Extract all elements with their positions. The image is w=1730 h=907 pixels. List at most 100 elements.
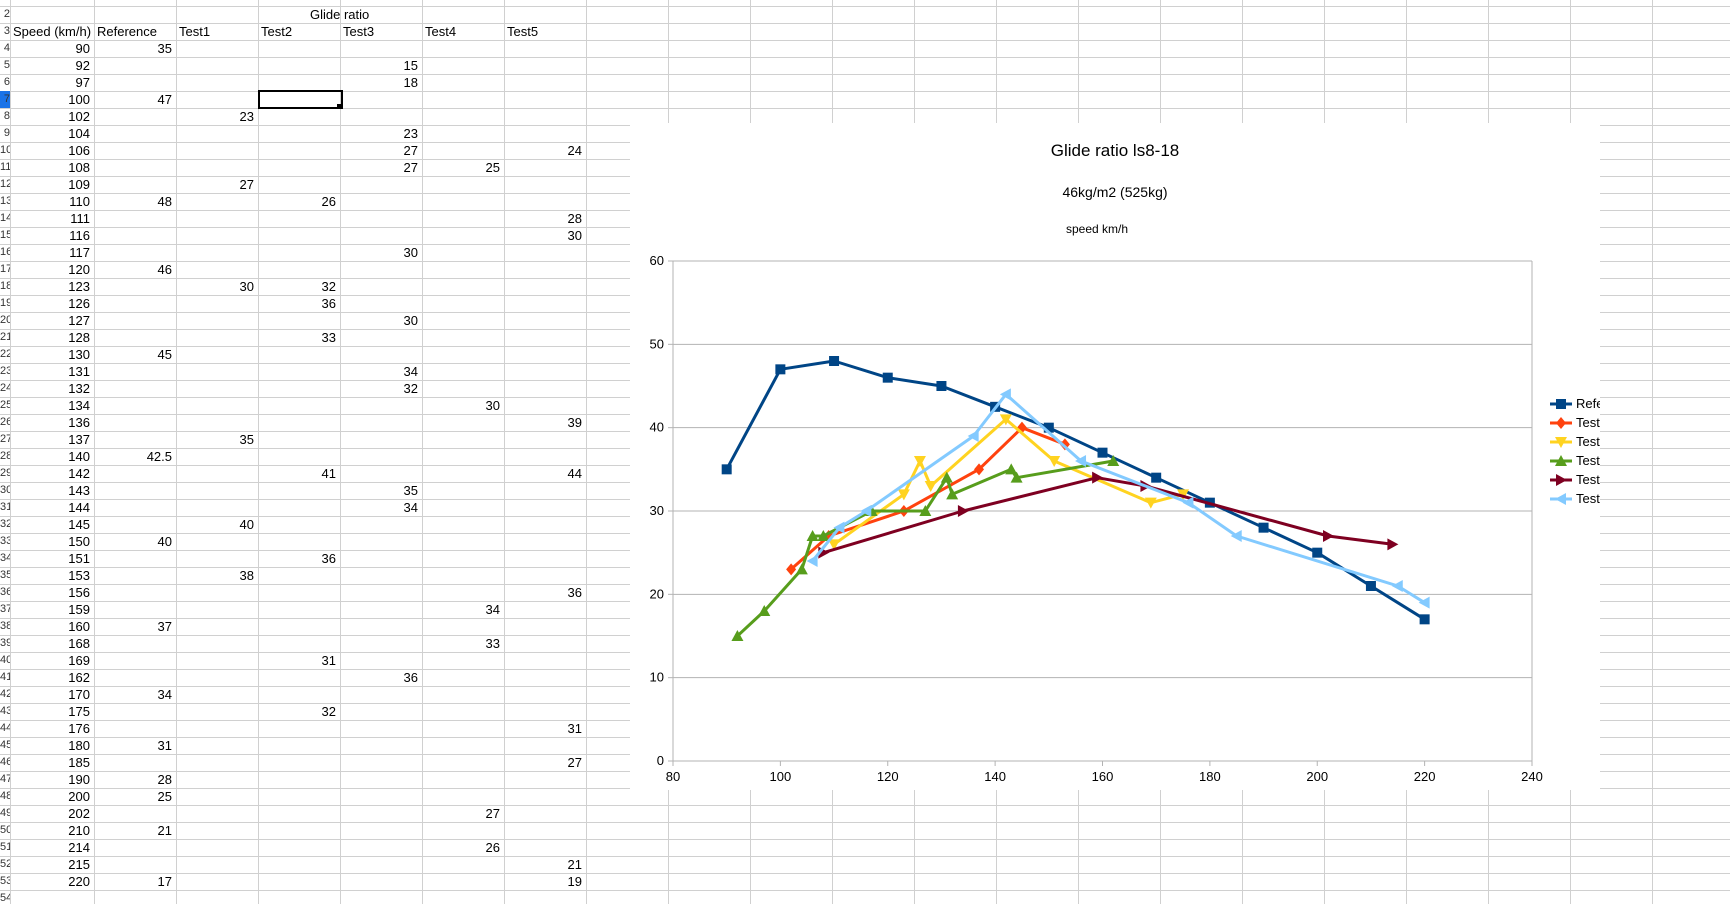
- table-cell[interactable]: 41: [321, 466, 336, 481]
- table-cell[interactable]: 42.5: [146, 449, 172, 464]
- table-cell[interactable]: 132: [68, 381, 90, 396]
- table-cell[interactable]: 33: [485, 636, 500, 651]
- table-cell[interactable]: 190: [68, 772, 90, 787]
- table-cell[interactable]: 30: [485, 398, 500, 413]
- fill-handle[interactable]: [337, 104, 342, 109]
- table-cell[interactable]: 19: [567, 874, 582, 889]
- table-cell[interactable]: 104: [68, 126, 90, 141]
- table-cell[interactable]: 25: [157, 789, 172, 804]
- table-cell[interactable]: 116: [69, 228, 90, 243]
- table-cell[interactable]: 28: [157, 772, 172, 787]
- table-cell[interactable]: 109: [68, 177, 90, 192]
- table-cell[interactable]: 15: [403, 58, 418, 73]
- table-cell[interactable]: 48: [157, 194, 172, 209]
- table-cell[interactable]: 220: [68, 874, 90, 889]
- table-cell[interactable]: 34: [403, 364, 418, 379]
- table-cell[interactable]: 37: [157, 619, 172, 634]
- sheet-title[interactable]: Glide ratio: [310, 7, 370, 22]
- table-cell[interactable]: 168: [68, 636, 90, 651]
- table-cell[interactable]: 26: [321, 194, 336, 209]
- table-cell[interactable]: 128: [68, 330, 90, 345]
- column-header[interactable]: Speed (km/h): [13, 24, 92, 39]
- table-cell[interactable]: 111: [70, 211, 90, 226]
- table-cell[interactable]: 35: [157, 41, 172, 56]
- table-cell[interactable]: 35: [239, 432, 254, 447]
- table-cell[interactable]: 28: [567, 211, 582, 226]
- table-cell[interactable]: 24: [567, 143, 582, 158]
- table-cell[interactable]: 27: [403, 160, 418, 175]
- table-cell[interactable]: 34: [157, 687, 172, 702]
- table-cell[interactable]: 159: [68, 602, 90, 617]
- table-cell[interactable]: 169: [68, 653, 90, 668]
- table-cell[interactable]: 123: [68, 279, 90, 294]
- table-cell[interactable]: 45: [157, 347, 172, 362]
- table-cell[interactable]: 32: [321, 704, 336, 719]
- table-cell[interactable]: 32: [321, 279, 336, 294]
- table-cell[interactable]: 150: [68, 534, 90, 549]
- table-cell[interactable]: 100: [68, 92, 90, 107]
- table-cell[interactable]: 117: [69, 245, 90, 260]
- table-cell[interactable]: 136: [68, 415, 90, 430]
- table-cell[interactable]: 27: [567, 755, 582, 770]
- table-cell[interactable]: 214: [68, 840, 90, 855]
- table-cell[interactable]: 35: [403, 483, 418, 498]
- table-cell[interactable]: 176: [68, 721, 90, 736]
- column-header[interactable]: Reference: [97, 24, 157, 39]
- table-cell[interactable]: 18: [403, 75, 418, 90]
- table-cell[interactable]: 145: [68, 517, 90, 532]
- table-cell[interactable]: 106: [68, 143, 90, 158]
- table-cell[interactable]: 30: [239, 279, 254, 294]
- table-cell[interactable]: 31: [157, 738, 172, 753]
- column-header[interactable]: Test5: [507, 24, 539, 39]
- table-cell[interactable]: 92: [75, 58, 90, 73]
- table-cell[interactable]: 175: [68, 704, 90, 719]
- table-cell[interactable]: 185: [68, 755, 90, 770]
- table-cell[interactable]: 30: [403, 245, 418, 260]
- table-cell[interactable]: 108: [68, 160, 90, 175]
- table-cell[interactable]: 160: [68, 619, 90, 634]
- selected-cell[interactable]: [258, 90, 343, 109]
- table-cell[interactable]: 17: [157, 874, 172, 889]
- table-cell[interactable]: 47: [157, 92, 172, 107]
- table-cell[interactable]: 127: [68, 313, 90, 328]
- table-cell[interactable]: 31: [321, 653, 336, 668]
- column-header[interactable]: Test3: [343, 24, 375, 39]
- table-cell[interactable]: 27: [485, 806, 500, 821]
- table-cell[interactable]: 180: [68, 738, 90, 753]
- table-cell[interactable]: 30: [403, 313, 418, 328]
- table-cell[interactable]: 27: [403, 143, 418, 158]
- table-cell[interactable]: 36: [321, 296, 336, 311]
- table-cell[interactable]: 215: [68, 857, 90, 872]
- table-cell[interactable]: 134: [68, 398, 90, 413]
- table-cell[interactable]: 102: [68, 109, 90, 124]
- table-cell[interactable]: 110: [69, 194, 90, 209]
- table-cell[interactable]: 23: [403, 126, 418, 141]
- table-cell[interactable]: 130: [68, 347, 90, 362]
- table-cell[interactable]: 153: [68, 568, 90, 583]
- table-cell[interactable]: 44: [567, 466, 582, 481]
- table-cell[interactable]: 36: [567, 585, 582, 600]
- table-cell[interactable]: 38: [239, 568, 254, 583]
- table-cell[interactable]: 36: [321, 551, 336, 566]
- table-cell[interactable]: 131: [68, 364, 90, 379]
- table-cell[interactable]: 144: [68, 500, 90, 515]
- table-cell[interactable]: 33: [321, 330, 336, 345]
- table-cell[interactable]: 140: [68, 449, 90, 464]
- table-cell[interactable]: 97: [75, 75, 90, 90]
- glide-ratio-chart[interactable]: Glide ratio ls8-18 46kg/m2 (525kg) speed k…: [630, 123, 1636, 790]
- table-cell[interactable]: 31: [567, 721, 582, 736]
- table-cell[interactable]: 151: [68, 551, 90, 566]
- table-cell[interactable]: 143: [68, 483, 90, 498]
- table-cell[interactable]: 200: [68, 789, 90, 804]
- table-cell[interactable]: 32: [403, 381, 418, 396]
- table-cell[interactable]: 162: [68, 670, 90, 685]
- table-cell[interactable]: 21: [157, 823, 172, 838]
- table-cell[interactable]: 34: [403, 500, 418, 515]
- table-cell[interactable]: 142: [68, 466, 90, 481]
- table-cell[interactable]: 126: [68, 296, 90, 311]
- table-cell[interactable]: 23: [239, 109, 254, 124]
- table-cell[interactable]: 46: [157, 262, 172, 277]
- table-cell[interactable]: 210: [68, 823, 90, 838]
- table-cell[interactable]: 30: [567, 228, 582, 243]
- table-cell[interactable]: 90: [75, 41, 90, 56]
